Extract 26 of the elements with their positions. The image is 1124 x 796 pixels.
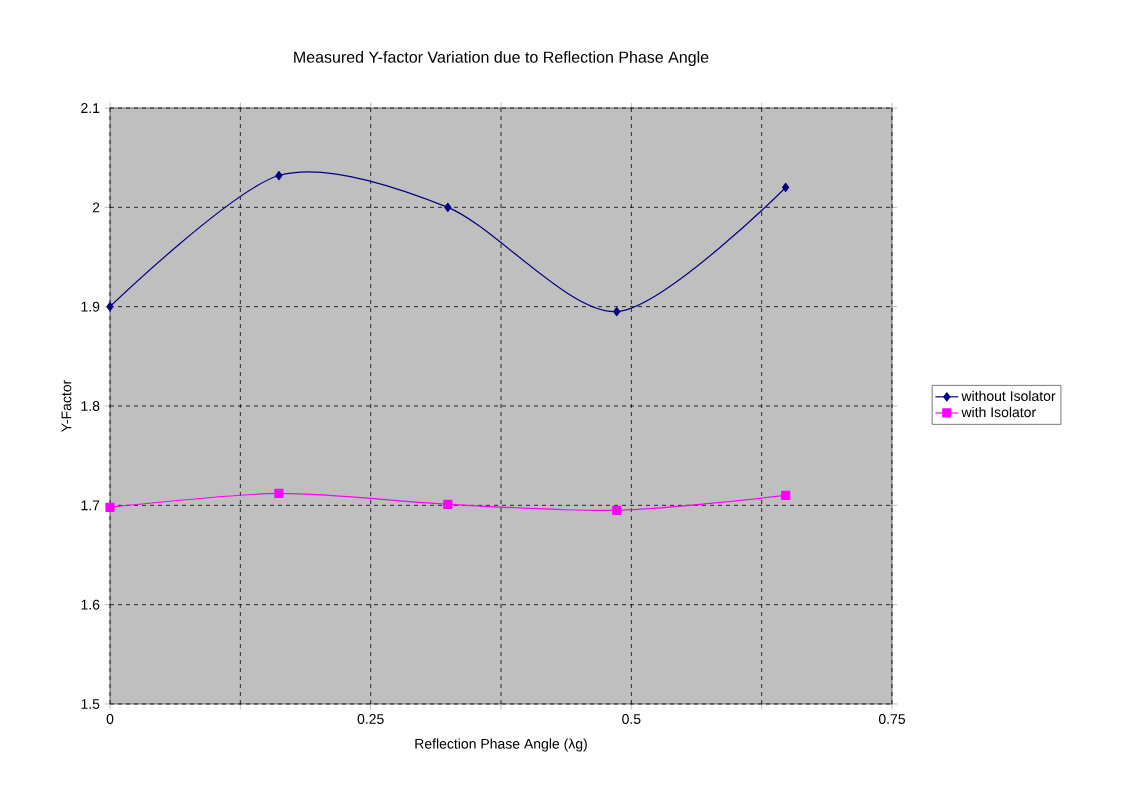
y-tick-label: 2 bbox=[92, 202, 100, 213]
point bbox=[443, 499, 453, 509]
legend-label: without Isolator bbox=[961, 390, 1056, 402]
y-tick-label: 1.8 bbox=[81, 401, 100, 411]
x-tick-label: 0 bbox=[106, 714, 114, 724]
y-tick-label: 2.1 bbox=[81, 103, 100, 113]
point bbox=[444, 202, 452, 212]
legend-label: with Isolator bbox=[961, 406, 1036, 418]
x-tick-label: 0.5 bbox=[622, 714, 641, 724]
chart-title: Measured Y-factor Variation due to Reflection Phase Angle bbox=[294, 51, 709, 66]
x-tick-label: 0.25 bbox=[357, 714, 384, 724]
point bbox=[782, 182, 790, 193]
point bbox=[274, 488, 284, 499]
point bbox=[781, 490, 791, 500]
point bbox=[275, 170, 283, 181]
point bbox=[106, 302, 114, 312]
point bbox=[612, 505, 622, 515]
point bbox=[105, 502, 115, 512]
y-axis-title: Y-Factor bbox=[61, 380, 72, 432]
y-tick-label: 1.7 bbox=[81, 500, 100, 511]
point bbox=[613, 307, 621, 317]
y-tick-label: 1.6 bbox=[81, 599, 100, 610]
x-axis-title: Reflection Phase Angle (λg) bbox=[415, 738, 587, 752]
y-tick-label: 1.5 bbox=[81, 699, 100, 709]
x-tick-label: 0.75 bbox=[878, 714, 906, 724]
y-tick-label: 1.9 bbox=[81, 301, 100, 312]
